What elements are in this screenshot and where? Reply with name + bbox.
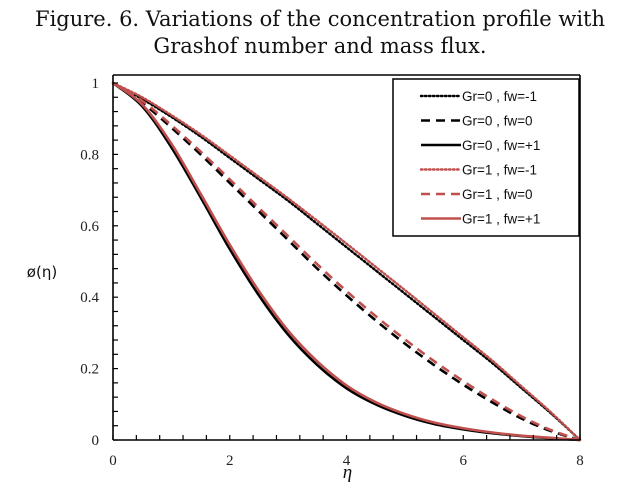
legend-item: Gr=1 , fw=-1: [419, 163, 537, 178]
legend-label: Gr=0 , fw=+1: [462, 138, 540, 153]
series-4: [111, 81, 582, 442]
x-tick-label: 8: [576, 453, 584, 469]
series-2: [112, 81, 581, 442]
legend-label: Gr=0 , fw=0: [462, 114, 533, 129]
x-tick-label: 0: [109, 453, 117, 469]
legend-label: Gr=1 , fw=-1: [462, 163, 537, 178]
series-line: [111, 81, 582, 442]
chart-title-line-2: Grashof number and mass flux.: [153, 34, 487, 58]
legend-item: Gr=0 , fw=+1: [421, 138, 540, 153]
legend: Gr=0 , fw=-1 Gr=0 , fw=0 Gr=0 , fw=+1 Gr=1 …: [392, 78, 580, 237]
axes-layer: 0 2 4 6 8 0 0.2 0.4 0.6 0.8 1 η ø(η): [27, 74, 584, 483]
legend-label: Gr=1 , fw=0: [462, 187, 533, 202]
x-tick-label: 6: [460, 453, 468, 469]
series-line: [112, 81, 581, 442]
legend-label: Gr=0 , fw=-1: [462, 89, 537, 104]
y-axis-label: ø(η): [27, 263, 57, 281]
series-line: [112, 81, 581, 442]
x-axis-label: η: [343, 462, 352, 483]
series-line: [111, 81, 582, 442]
legend-item: Gr=0 , fw=0: [421, 114, 533, 129]
x-tick-label: 2: [226, 453, 234, 469]
y-tick-label: 0.8: [80, 147, 99, 163]
y-tick-label: 0: [92, 433, 100, 449]
legend-item: Gr=0 , fw=-1: [419, 89, 537, 104]
y-tick-label: 0.4: [80, 290, 99, 306]
series-layer: [111, 81, 582, 442]
x-tick-label: 4: [343, 453, 351, 469]
series-6: [112, 81, 581, 442]
legend-item: Gr=1 , fw=0: [421, 187, 533, 202]
legend-box: [392, 78, 580, 237]
chart-title-line-1: Figure. 6. Variations of the concentrati…: [35, 7, 605, 31]
legend-label: Gr=1 , fw=+1: [462, 212, 540, 227]
y-tick-label: 1: [92, 76, 100, 92]
legend-item: Gr=1 , fw=+1: [421, 212, 540, 227]
chart-title: Figure. 6. Variations of the concentrati…: [0, 6, 640, 60]
y-tick-label: 0.2: [80, 362, 99, 378]
y-tick-label: 0.6: [80, 219, 99, 235]
series-1: [111, 81, 582, 442]
